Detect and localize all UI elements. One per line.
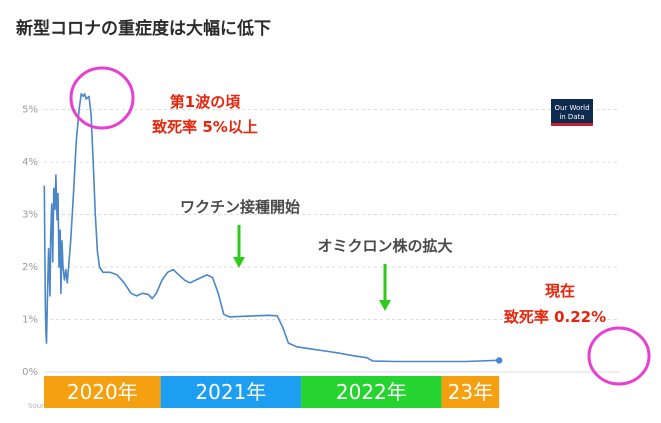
y-tick-label: 1% xyxy=(22,315,38,326)
death-rate-line xyxy=(43,93,500,363)
grid-layer xyxy=(44,109,620,373)
y-axis-ticks: 0% 1% 2% 3% 4% 5% xyxy=(22,105,38,379)
current-rate-label: 致死率 0.22% xyxy=(504,308,606,326)
vaccination-label: ワクチン接種開始 xyxy=(180,198,300,216)
year-bands: 2020年 2021年 2022年 23年 xyxy=(44,376,500,408)
year-band-label: 2021年 xyxy=(195,380,266,404)
logo-line1: Our World xyxy=(554,104,589,112)
vaccination-arrow xyxy=(233,225,245,268)
year-band-label: 2020年 xyxy=(67,380,138,404)
current-value-point xyxy=(495,357,503,364)
current-label: 現在 xyxy=(545,282,575,300)
source-label: Sour xyxy=(28,402,44,410)
year-band xyxy=(44,376,161,408)
y-tick-label: 5% xyxy=(22,105,38,116)
y-tick-label: 4% xyxy=(22,157,38,168)
first-wave-label: 第1波の頃 xyxy=(170,93,241,111)
year-band xyxy=(301,376,442,408)
year-band-label: 23年 xyxy=(448,380,493,404)
current-highlight-circle xyxy=(587,326,651,386)
year-band xyxy=(160,376,302,408)
y-tick-label: 2% xyxy=(22,262,38,273)
omicron-label: オミクロン株の拡大 xyxy=(317,237,452,255)
first-wave-rate-label: 致死率 5%以上 xyxy=(152,118,258,136)
y-tick-label: 3% xyxy=(22,210,38,221)
page-title: 新型コロナの重症度は大幅に低下 xyxy=(16,19,271,39)
logo-line2: in Data xyxy=(559,113,584,121)
year-band xyxy=(441,376,500,408)
omicron-arrow xyxy=(379,264,391,311)
first-wave-highlight-circle xyxy=(69,66,135,130)
year-band-label: 2022年 xyxy=(336,380,407,404)
owid-logo: Our World in Data xyxy=(551,99,593,126)
y-tick-label: 0% xyxy=(22,367,38,378)
